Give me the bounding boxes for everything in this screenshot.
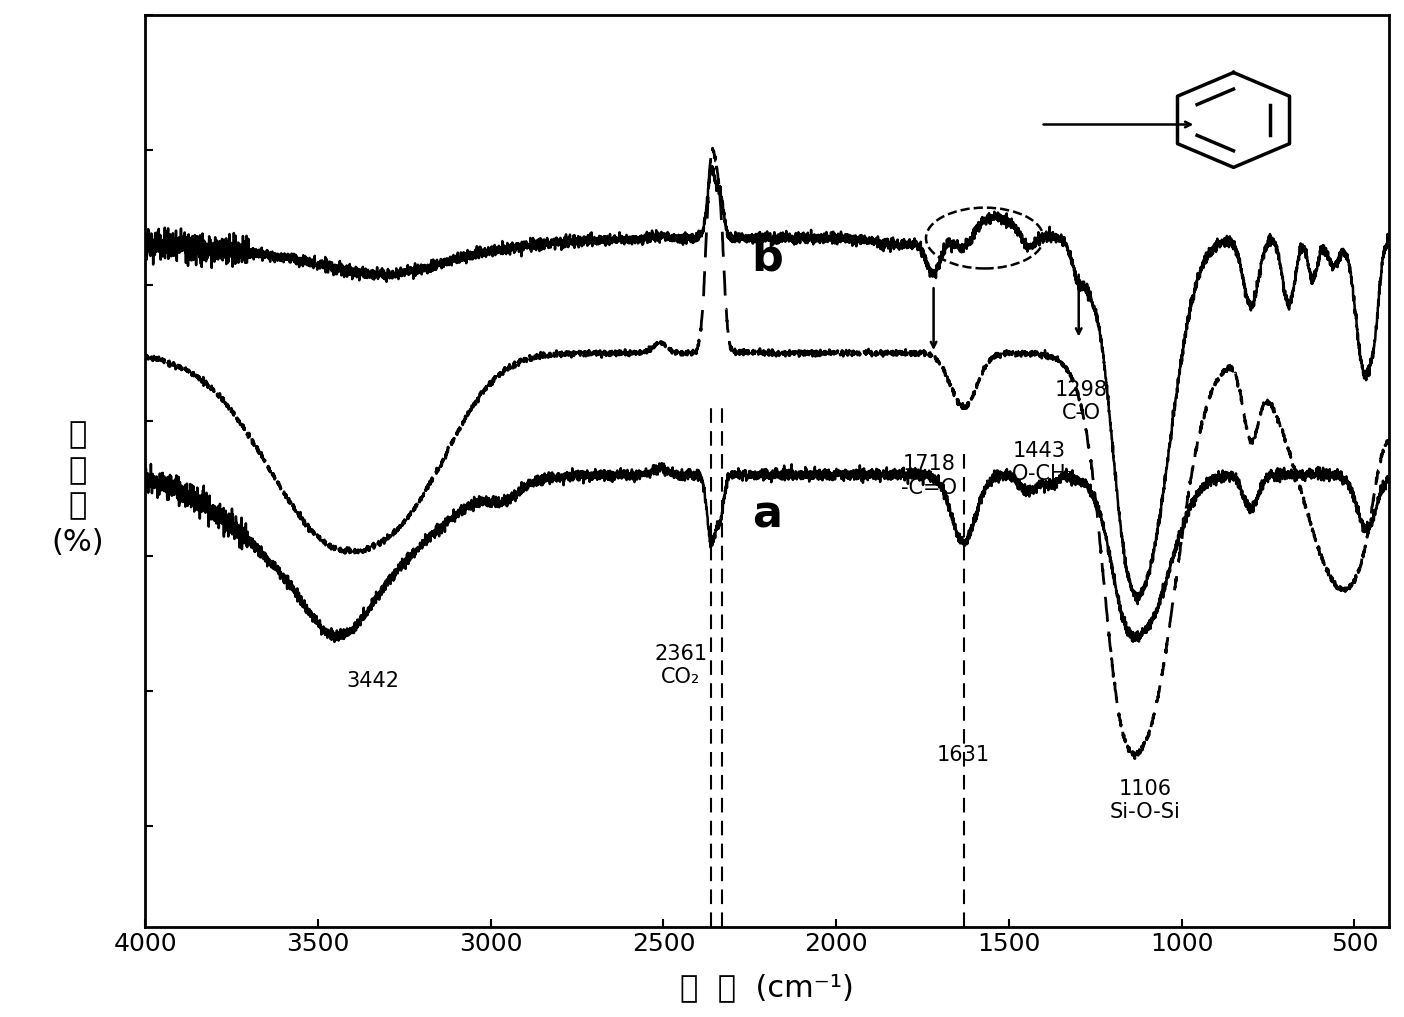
Text: 透
过
率
(%): 透 过 率 (%)	[51, 420, 104, 556]
Text: 2361
CO₂: 2361 CO₂	[654, 644, 708, 686]
Text: 1631: 1631	[936, 745, 990, 765]
X-axis label: 波  数  (cm⁻¹): 波 数 (cm⁻¹)	[680, 973, 854, 1002]
Text: 1718
-C=O: 1718 -C=O	[901, 455, 958, 497]
Text: 3442: 3442	[347, 670, 400, 691]
Text: 1106
Si-O-Si: 1106 Si-O-Si	[1109, 779, 1181, 822]
Text: b: b	[751, 237, 783, 280]
Text: 1298
C-O: 1298 C-O	[1054, 380, 1108, 423]
Text: a: a	[753, 493, 782, 537]
Text: 1443
O-CH₃: 1443 O-CH₃	[1012, 440, 1075, 484]
